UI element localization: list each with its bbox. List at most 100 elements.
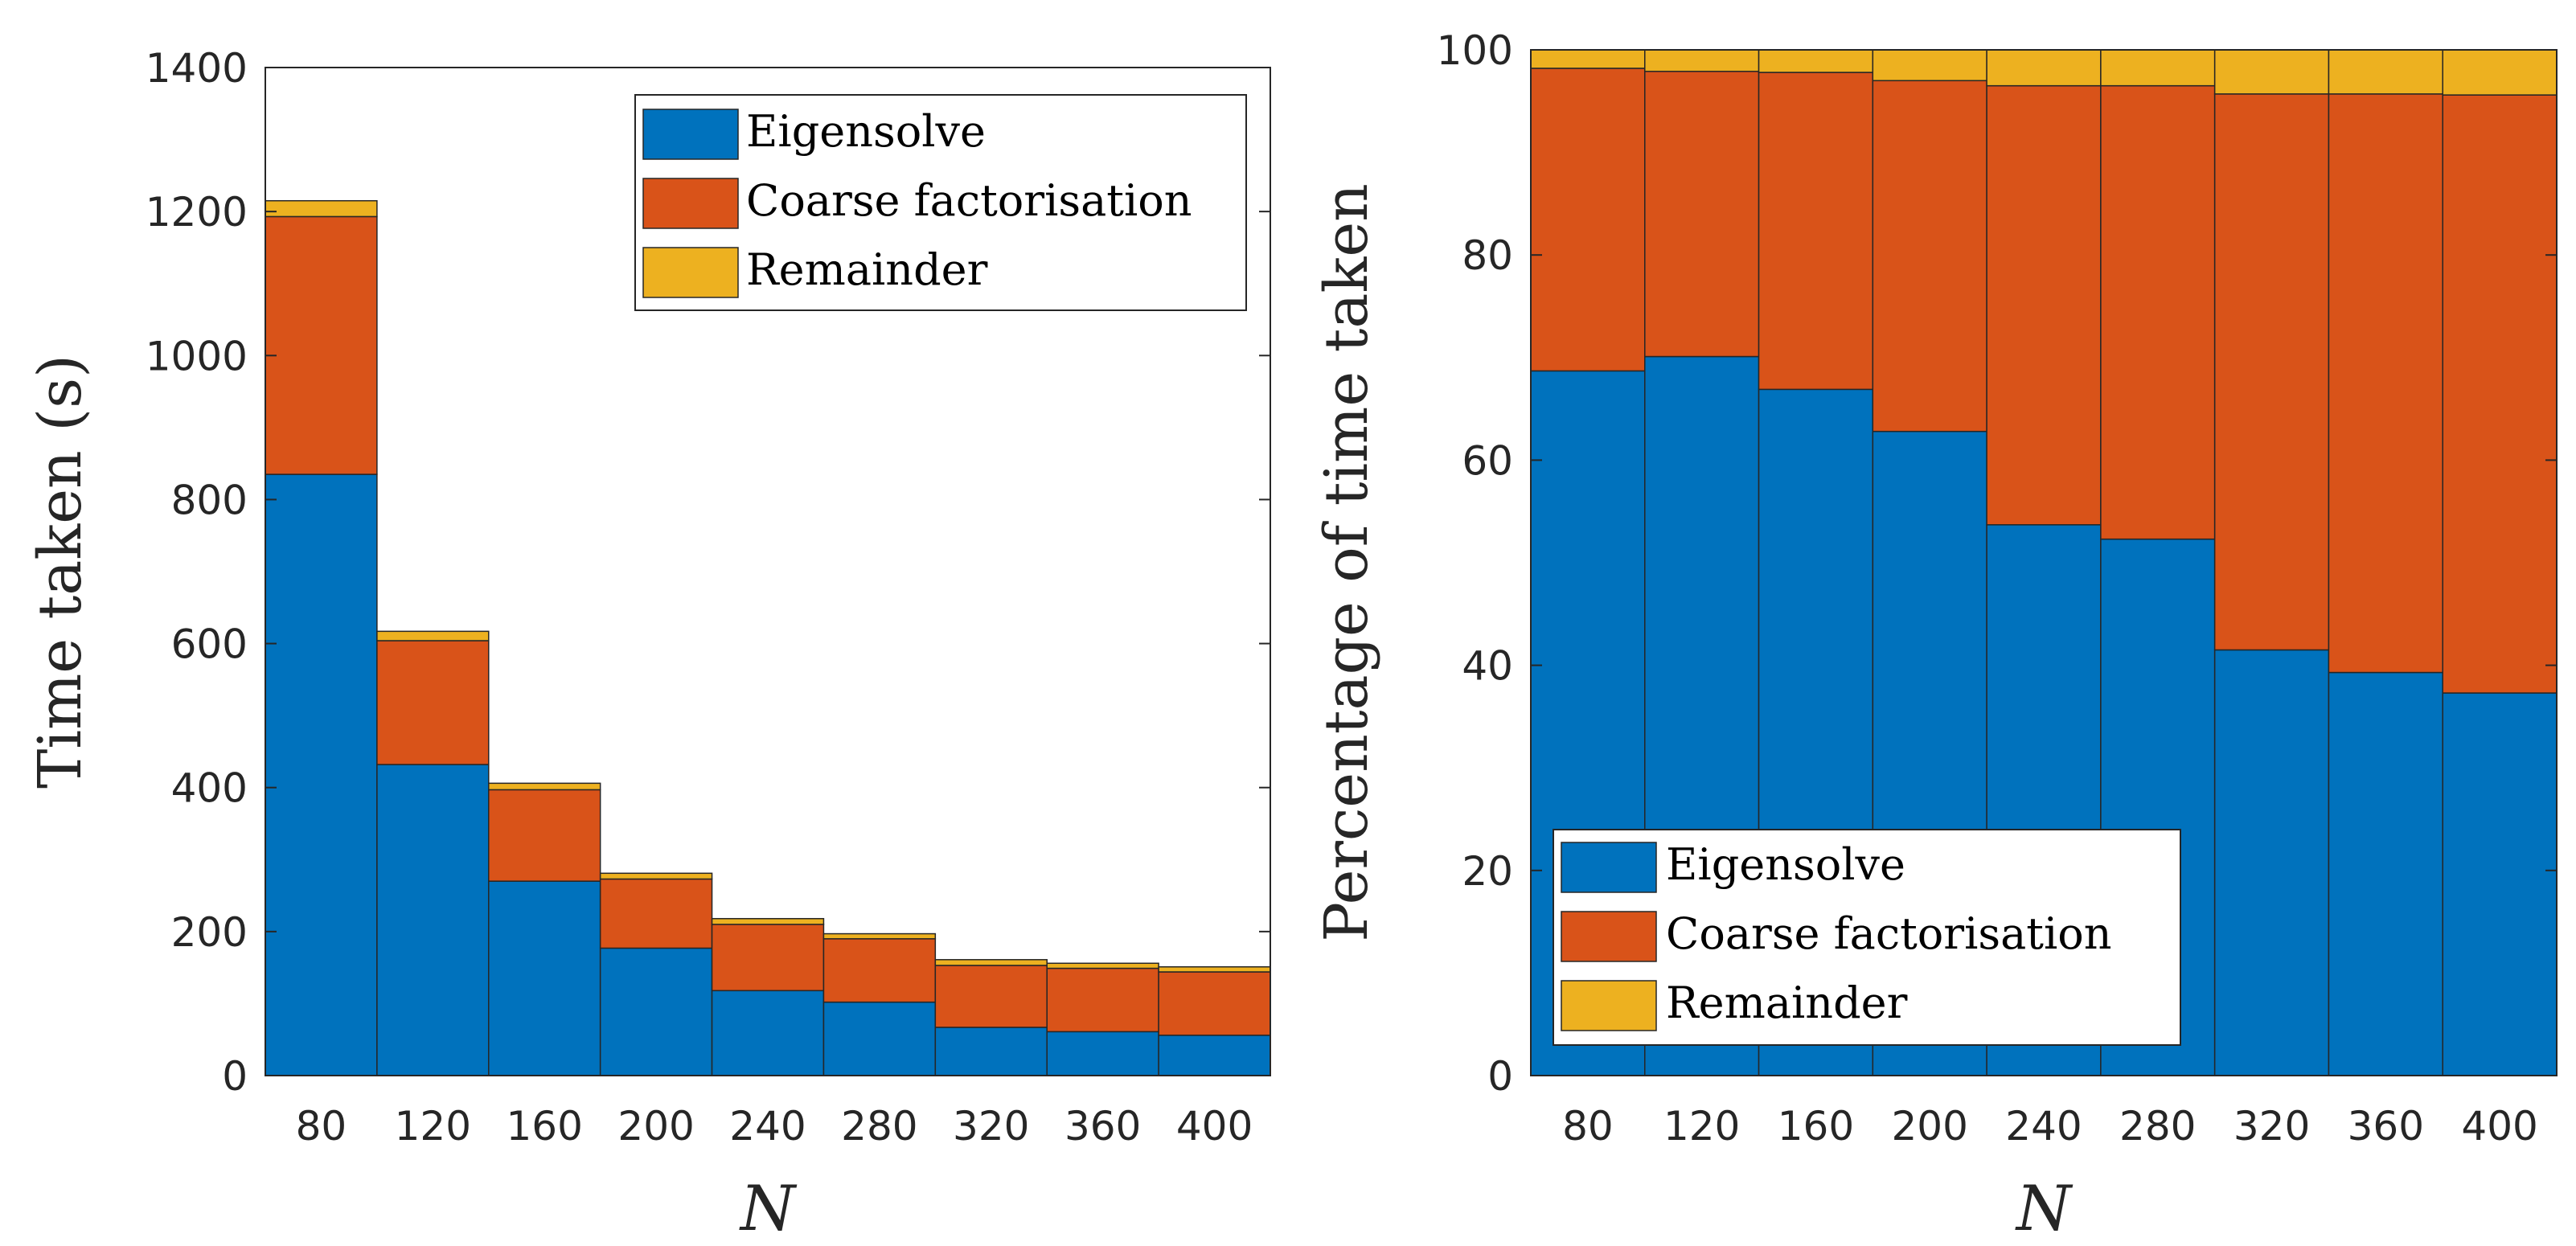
x-tick-label: 400 <box>2461 1103 2537 1150</box>
bar-eigensolve-120 <box>376 764 490 1076</box>
bar-remainder-200 <box>1872 49 1987 82</box>
bar-remainder-80 <box>265 199 378 218</box>
legend-label-remainder: Remainder <box>746 244 988 295</box>
x-tick-label: 400 <box>1176 1103 1253 1150</box>
legend-box-right <box>1553 829 2181 1046</box>
bar-coarse-factorisation-200 <box>599 878 713 949</box>
y-tick-label: 0 <box>222 1053 248 1100</box>
y-tick-label: 1000 <box>146 333 248 379</box>
bar-remainder-120 <box>1644 49 1760 72</box>
x-ticks-right: 80 120 160 200 240 280 320 360 400 <box>1562 1103 2538 1150</box>
legend-left: Eigensolve Coarse factorisation Remainde… <box>634 94 1247 311</box>
y-axis-label-right: Percentage of time taken <box>1312 183 1381 942</box>
y-tick-label: 100 <box>1437 27 1513 74</box>
bar-eigensolve-400 <box>1158 1035 1271 1076</box>
bar-eigensolve-160 <box>488 880 601 1076</box>
bar-remainder-320 <box>934 959 1048 966</box>
y-tick-label: 60 <box>1462 437 1513 484</box>
bar-coarse-factorisation-160 <box>1758 72 1874 391</box>
legend-label-eigensolve: Eigensolve <box>746 106 986 157</box>
bar-coarse-factorisation-160 <box>488 789 601 882</box>
bar-coarse-factorisation-400 <box>2442 94 2558 694</box>
x-tick-label: 280 <box>841 1103 917 1150</box>
x-tick-label: 120 <box>395 1103 471 1150</box>
legend-label-coarse-factorisation-right: Coarse factorisation <box>1666 908 2112 959</box>
legend-label-coarse-factorisation: Coarse factorisation <box>746 175 1192 226</box>
y-tick-label: 600 <box>171 621 248 668</box>
y-tick-label: 40 <box>1462 643 1513 690</box>
x-tick-label: 360 <box>1064 1103 1141 1150</box>
bar-eigensolve-360 <box>2328 671 2443 1076</box>
legend-swatch-eigensolve <box>642 109 739 160</box>
bar-coarse-factorisation-120 <box>1644 71 1760 358</box>
bar-coarse-factorisation-360 <box>2328 93 2443 674</box>
bar-remainder-360 <box>1046 962 1159 969</box>
bar-coarse-factorisation-360 <box>1046 967 1159 1033</box>
bar-remainder-240 <box>711 917 825 925</box>
bar-eigensolve-360 <box>1046 1031 1159 1076</box>
x-tick-label: 160 <box>1778 1103 1854 1150</box>
y-axis-label-left: Time taken (s) <box>26 355 95 789</box>
x-axis-label-left: N <box>739 1173 798 1245</box>
y-tick-label: 0 <box>1487 1053 1513 1100</box>
x-tick-label: 80 <box>296 1103 347 1150</box>
legend-swatch-coarse-factorisation <box>642 178 739 229</box>
bar-coarse-factorisation-280 <box>822 938 937 1003</box>
y-tick-label: 80 <box>1462 232 1513 279</box>
bar-coarse-factorisation-280 <box>2100 84 2216 540</box>
legend-label-remainder-right: Remainder <box>1666 978 1908 1028</box>
bar-coarse-factorisation-240 <box>1986 84 2102 526</box>
y-ticks-left: 0 200 400 600 800 1000 1200 1400 <box>146 45 1270 1100</box>
x-tick-label: 200 <box>1892 1103 1968 1150</box>
bar-remainder-280 <box>822 932 937 940</box>
bar-remainder-200 <box>599 872 713 880</box>
bar-remainder-400 <box>1158 965 1271 973</box>
bar-eigensolve-320 <box>2213 649 2330 1076</box>
bar-remainder-320 <box>2213 49 2330 95</box>
axes-box-right <box>1530 49 2558 1076</box>
bar-coarse-factorisation-80 <box>265 215 378 475</box>
bar-eigensolve-400 <box>2442 692 2558 1076</box>
bar-remainder-400 <box>2442 49 2558 96</box>
time-taken-chart: 0 200 400 600 800 1000 1200 1400 80 120 160 200 240… <box>26 45 1271 1245</box>
legend-right: Eigensolve Coarse factorisation Remainde… <box>1553 829 2181 1046</box>
y-tick-label: 800 <box>171 477 248 523</box>
bar-remainder-240 <box>1986 49 2102 87</box>
x-tick-label: 320 <box>953 1103 1029 1150</box>
x-tick-label: 280 <box>2119 1103 2196 1150</box>
x-axis-label-right: N <box>2015 1173 2074 1245</box>
bar-coarse-factorisation-200 <box>1872 80 1987 432</box>
bar-remainder-280 <box>2100 49 2216 87</box>
x-tick-label: 360 <box>2348 1103 2424 1150</box>
bar-coarse-factorisation-120 <box>376 640 490 765</box>
legend-swatch-coarse-factorisation-right <box>1561 911 1657 962</box>
bar-remainder-120 <box>376 630 490 641</box>
bar-eigensolve-200 <box>599 947 713 1076</box>
legend-swatch-remainder-right <box>1561 980 1657 1031</box>
legend-label-eigensolve-right: Eigensolve <box>1666 839 1905 890</box>
bar-remainder-160 <box>488 782 601 791</box>
bars-left <box>265 199 1271 1076</box>
x-tick-label: 80 <box>1562 1103 1614 1150</box>
bar-coarse-factorisation-240 <box>711 924 825 992</box>
y-tick-label: 400 <box>171 765 248 812</box>
y-tick-label: 1400 <box>146 45 248 92</box>
x-ticks-left: 80 120 160 200 240 280 320 360 400 <box>296 1103 1253 1150</box>
y-ticks-right: 0 20 40 60 80 100 <box>1437 27 2557 1100</box>
bar-coarse-factorisation-400 <box>1158 971 1271 1036</box>
bar-eigensolve-280 <box>822 1001 937 1076</box>
y-tick-label: 200 <box>171 909 248 956</box>
legend-swatch-remainder <box>642 247 739 298</box>
x-tick-label: 200 <box>617 1103 694 1150</box>
bar-coarse-factorisation-80 <box>1530 68 1646 372</box>
y-tick-label: 1200 <box>146 189 248 236</box>
x-tick-label: 120 <box>1663 1103 1740 1150</box>
x-tick-label: 240 <box>729 1103 806 1150</box>
x-tick-label: 240 <box>2005 1103 2082 1150</box>
bar-remainder-160 <box>1758 49 1874 73</box>
bar-coarse-factorisation-320 <box>2213 93 2330 651</box>
bar-eigensolve-80 <box>265 473 378 1076</box>
bar-eigensolve-240 <box>711 990 825 1076</box>
